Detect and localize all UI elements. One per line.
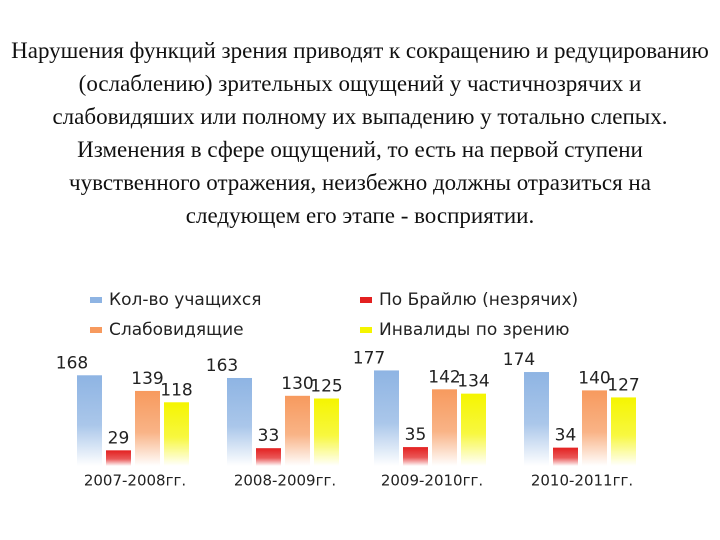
x-tick-label: 2007-2008гг. <box>84 472 186 490</box>
legend-label: Кол-во учащихся <box>109 290 262 310</box>
bar <box>374 370 399 466</box>
x-tick-label: 2008-2009гг. <box>234 472 336 490</box>
value-label: 174 <box>503 350 535 370</box>
value-label: 127 <box>607 375 639 395</box>
bar <box>461 393 486 466</box>
bar <box>524 372 549 466</box>
value-label: 163 <box>206 356 238 376</box>
bar <box>611 397 636 466</box>
bar <box>285 395 310 466</box>
legend-swatch <box>360 327 372 333</box>
value-label: 177 <box>353 348 385 368</box>
value-label: 134 <box>457 372 489 392</box>
value-label: 140 <box>578 368 610 388</box>
value-label: 168 <box>56 353 88 373</box>
value-label: 142 <box>428 367 460 387</box>
x-tick-label: 2010-2011гг. <box>531 472 633 490</box>
value-label: 130 <box>281 374 313 394</box>
value-label: 118 <box>160 380 192 400</box>
bar <box>553 447 578 466</box>
bar <box>582 390 607 466</box>
bar <box>164 402 189 466</box>
value-label: 35 <box>405 425 427 445</box>
bar <box>227 377 252 466</box>
value-label: 29 <box>108 428 130 448</box>
legend-swatch <box>360 297 372 303</box>
paragraph: Нарушения функций зрения приводят к сокр… <box>11 38 709 228</box>
value-label: 33 <box>258 426 280 446</box>
bar <box>77 375 102 466</box>
legend-label: По Брайлю (незрячих) <box>379 290 578 310</box>
value-label: 139 <box>131 369 163 389</box>
bar <box>314 398 339 466</box>
bar <box>403 447 428 466</box>
bar <box>432 389 457 466</box>
value-label: 34 <box>555 426 577 446</box>
value-label: 125 <box>310 377 342 397</box>
legend-swatch <box>90 297 102 303</box>
x-tick-label: 2009-2010гг. <box>381 472 483 490</box>
bar <box>135 390 160 466</box>
bar <box>256 448 281 466</box>
legend-label: Слабовидящие <box>109 320 244 340</box>
legend-swatch <box>90 327 102 333</box>
legend-label: Инвалиды по зрению <box>379 320 569 340</box>
bar <box>106 450 131 466</box>
